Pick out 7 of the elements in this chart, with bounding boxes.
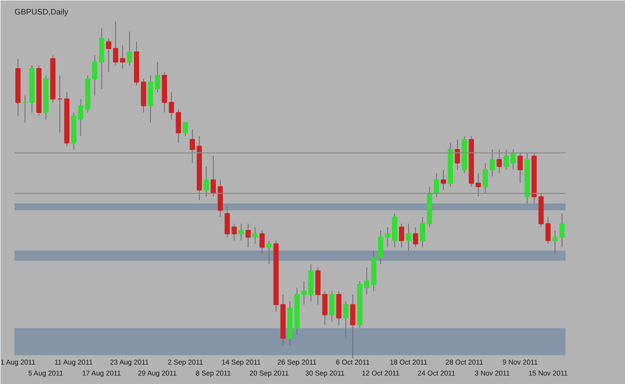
candlestick xyxy=(252,227,258,244)
candlestick xyxy=(552,230,558,254)
candlestick xyxy=(440,170,446,190)
candlestick xyxy=(120,45,126,69)
chart-title: GBPUSD,Daily xyxy=(14,8,68,16)
candlestick xyxy=(266,240,272,264)
candlestick xyxy=(301,280,307,305)
